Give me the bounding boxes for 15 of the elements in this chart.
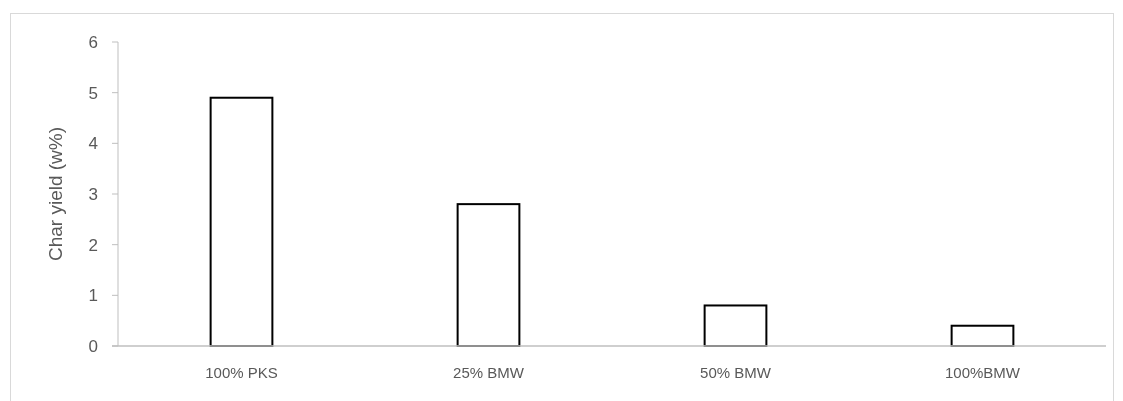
- y-tick-label: 1: [88, 286, 98, 306]
- x-tick-label: 50% BMW: [700, 364, 772, 381]
- y-tick-label: 2: [88, 235, 98, 255]
- bar: [703, 304, 768, 347]
- y-axis-title: Char yield (w%): [45, 126, 66, 262]
- x-tick-label: 100% PKS: [205, 364, 278, 381]
- bar: [209, 96, 274, 347]
- y-tick-label: 6: [88, 32, 98, 52]
- y-tick-label: 5: [88, 83, 98, 103]
- y-tick-label: 3: [88, 184, 98, 204]
- bar: [456, 203, 521, 347]
- y-tick-label: 4: [88, 134, 98, 154]
- y-tick-label: 0: [88, 336, 98, 356]
- x-tick-label: 100%BMW: [944, 364, 1021, 381]
- x-tick-label: 25% BMW: [453, 364, 525, 381]
